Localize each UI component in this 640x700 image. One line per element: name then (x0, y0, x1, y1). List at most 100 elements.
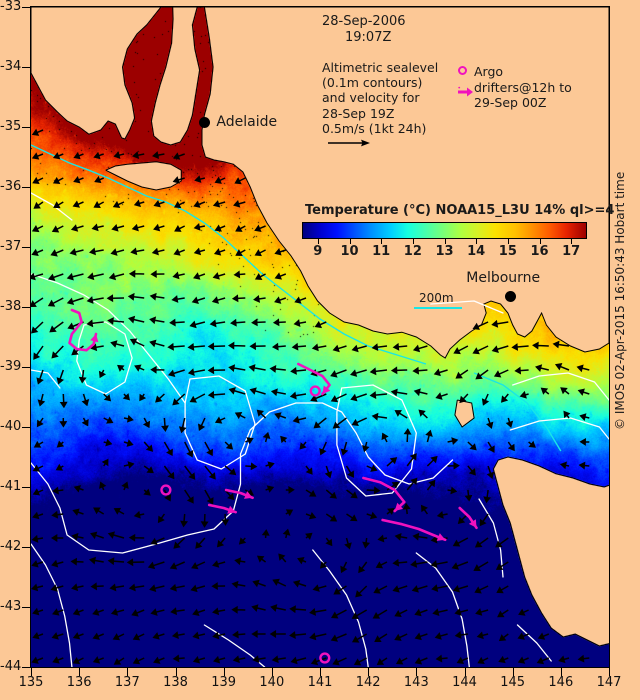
colorbar-tick (412, 239, 414, 244)
y-axis-label: -39 (0, 359, 22, 374)
x-axis-tick (79, 668, 81, 676)
isobath-200m (31, 144, 427, 365)
x-axis-label: 139 (211, 675, 237, 690)
sealevel-contour (31, 273, 186, 404)
colorbar-tick (539, 239, 541, 244)
sst-raster (31, 7, 609, 667)
isobath-200m (473, 372, 562, 452)
colorbar-tick-label: 13 (435, 244, 454, 259)
sealevel-contour (184, 375, 256, 470)
velocity-vectors (31, 128, 590, 666)
coastline (454, 399, 475, 428)
y-axis-tick (22, 367, 30, 368)
colorbar-tick-label: 11 (372, 244, 391, 259)
x-axis-tick (560, 668, 562, 676)
colorbar-tick (349, 239, 351, 244)
x-axis-label: 142 (355, 675, 381, 690)
sealevel-contour (31, 402, 454, 554)
x-axis-tick (175, 668, 177, 676)
x-axis-tick (127, 668, 129, 676)
drifter-arrow-icon (458, 86, 473, 97)
argo-legend-label: Argo (474, 64, 504, 79)
y-axis-tick (22, 127, 30, 128)
x-axis-label: 144 (452, 675, 477, 690)
colorbar-tick-label: 15 (498, 244, 517, 259)
x-axis-tick (368, 668, 370, 676)
city-label: Adelaide (216, 113, 278, 130)
x-axis-label: 140 (259, 675, 285, 690)
y-axis-label: -40 (0, 419, 22, 434)
colorbar-tick (381, 239, 383, 244)
isobath-label: 200m (419, 291, 454, 305)
colorbar-tick-label: 14 (467, 244, 486, 259)
colorbar-tick (444, 239, 446, 244)
colorbar-tick-label: 16 (530, 244, 549, 259)
y-axis-label: -35 (0, 119, 22, 134)
x-axis-label: 143 (403, 675, 429, 690)
map-overlay-vectors (31, 7, 609, 667)
colorbar-title: Temperature (°C) NOAA15_L3U 14% ql>=4 (305, 203, 615, 218)
map-plot-area[interactable] (30, 6, 610, 668)
drifter-tracks (68, 308, 478, 542)
x-axis-label: 145 (500, 675, 526, 690)
x-axis-label: 135 (18, 675, 44, 690)
sealevel-contour (516, 624, 552, 662)
y-axis-tick (22, 187, 30, 188)
y-axis-tick (22, 307, 30, 308)
sealevel-contour (312, 549, 369, 667)
colorbar-gradient (302, 222, 587, 239)
y-axis-label: -38 (0, 299, 22, 314)
colorbar-tick (507, 239, 509, 244)
y-axis-tick (22, 247, 30, 248)
y-axis-tick (22, 7, 30, 8)
sealevel-contour (31, 543, 73, 667)
colorbar-tick-label: 10 (340, 244, 359, 259)
y-axis-tick (22, 607, 30, 608)
colorbar-tick (476, 239, 478, 244)
x-axis-tick (416, 668, 418, 676)
x-axis-label: 137 (114, 675, 140, 690)
x-axis-label: 146 (548, 675, 574, 690)
argo-float-markers (160, 385, 331, 664)
x-axis-tick (31, 668, 32, 676)
x-axis-tick (512, 668, 514, 676)
y-axis-label: -43 (0, 599, 22, 614)
x-axis-tick (464, 668, 466, 676)
y-axis-tick (22, 427, 30, 428)
city-dot (504, 290, 516, 302)
x-axis-tick (609, 668, 610, 676)
colorbar-tick-label: 9 (313, 244, 323, 259)
y-axis-tick (22, 547, 30, 548)
colorbar-tick (317, 239, 319, 244)
time-label: 19:07Z (345, 30, 392, 45)
description-block: Altimetric sealevel (0.1m contours) and … (322, 60, 439, 136)
x-axis-tick (320, 668, 321, 676)
x-axis-label: 147 (596, 675, 622, 690)
y-axis-label: -42 (0, 539, 22, 554)
colorbar-tick-label: 17 (562, 244, 581, 259)
x-axis-tick (223, 668, 225, 676)
sealevel-contour (415, 552, 470, 667)
y-axis-label: -33 (0, 0, 22, 14)
y-axis-tick (22, 487, 30, 488)
x-axis-label: 136 (66, 675, 92, 690)
x-axis-label: 138 (163, 675, 188, 690)
velocity-scale-arrow-icon (328, 139, 370, 147)
sealevel-contour (512, 372, 609, 401)
city-dot (198, 117, 210, 129)
sealevel-contour (478, 498, 504, 578)
y-axis-label: -41 (0, 479, 22, 494)
colorbar-tick-label: 12 (403, 244, 422, 259)
sealevel-contour (336, 384, 417, 497)
sealevel-contour (31, 369, 61, 389)
sealevel-contour (31, 192, 73, 221)
isobath-swatch (414, 307, 462, 309)
y-axis-tick (22, 67, 30, 68)
credit-text: © IMOS 02-Apr-2015 16:50:43 Hobart time (613, 171, 627, 430)
sealevel-contour (430, 300, 504, 314)
y-axis-label: -44 (0, 659, 22, 674)
coastline (105, 161, 182, 191)
y-axis-label: -34 (0, 59, 22, 74)
colorbar-tick (571, 239, 573, 244)
